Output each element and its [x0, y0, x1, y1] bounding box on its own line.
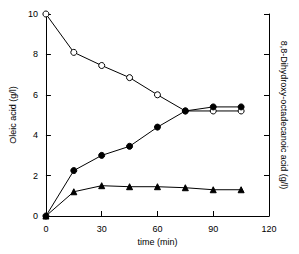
svg-text:30: 30	[97, 224, 107, 234]
svg-text:90: 90	[208, 224, 218, 234]
svg-text:Oleic acid (g/l): Oleic acid (g/l)	[8, 86, 18, 144]
svg-text:0: 0	[43, 224, 48, 234]
svg-text:60: 60	[152, 224, 162, 234]
svg-text:0: 0	[33, 211, 38, 221]
svg-text:time (min): time (min)	[137, 237, 177, 247]
svg-text:2: 2	[33, 171, 38, 181]
svg-text:6: 6	[33, 90, 38, 100]
svg-text:10: 10	[28, 9, 38, 19]
svg-text:120: 120	[261, 224, 276, 234]
svg-text:4: 4	[33, 130, 38, 140]
svg-text:8: 8	[33, 49, 38, 59]
svg-text:8,8-Dihydroxy-octadecanoic aci: 8,8-Dihydroxy-octadecanoic acid (g/l)	[279, 41, 289, 190]
